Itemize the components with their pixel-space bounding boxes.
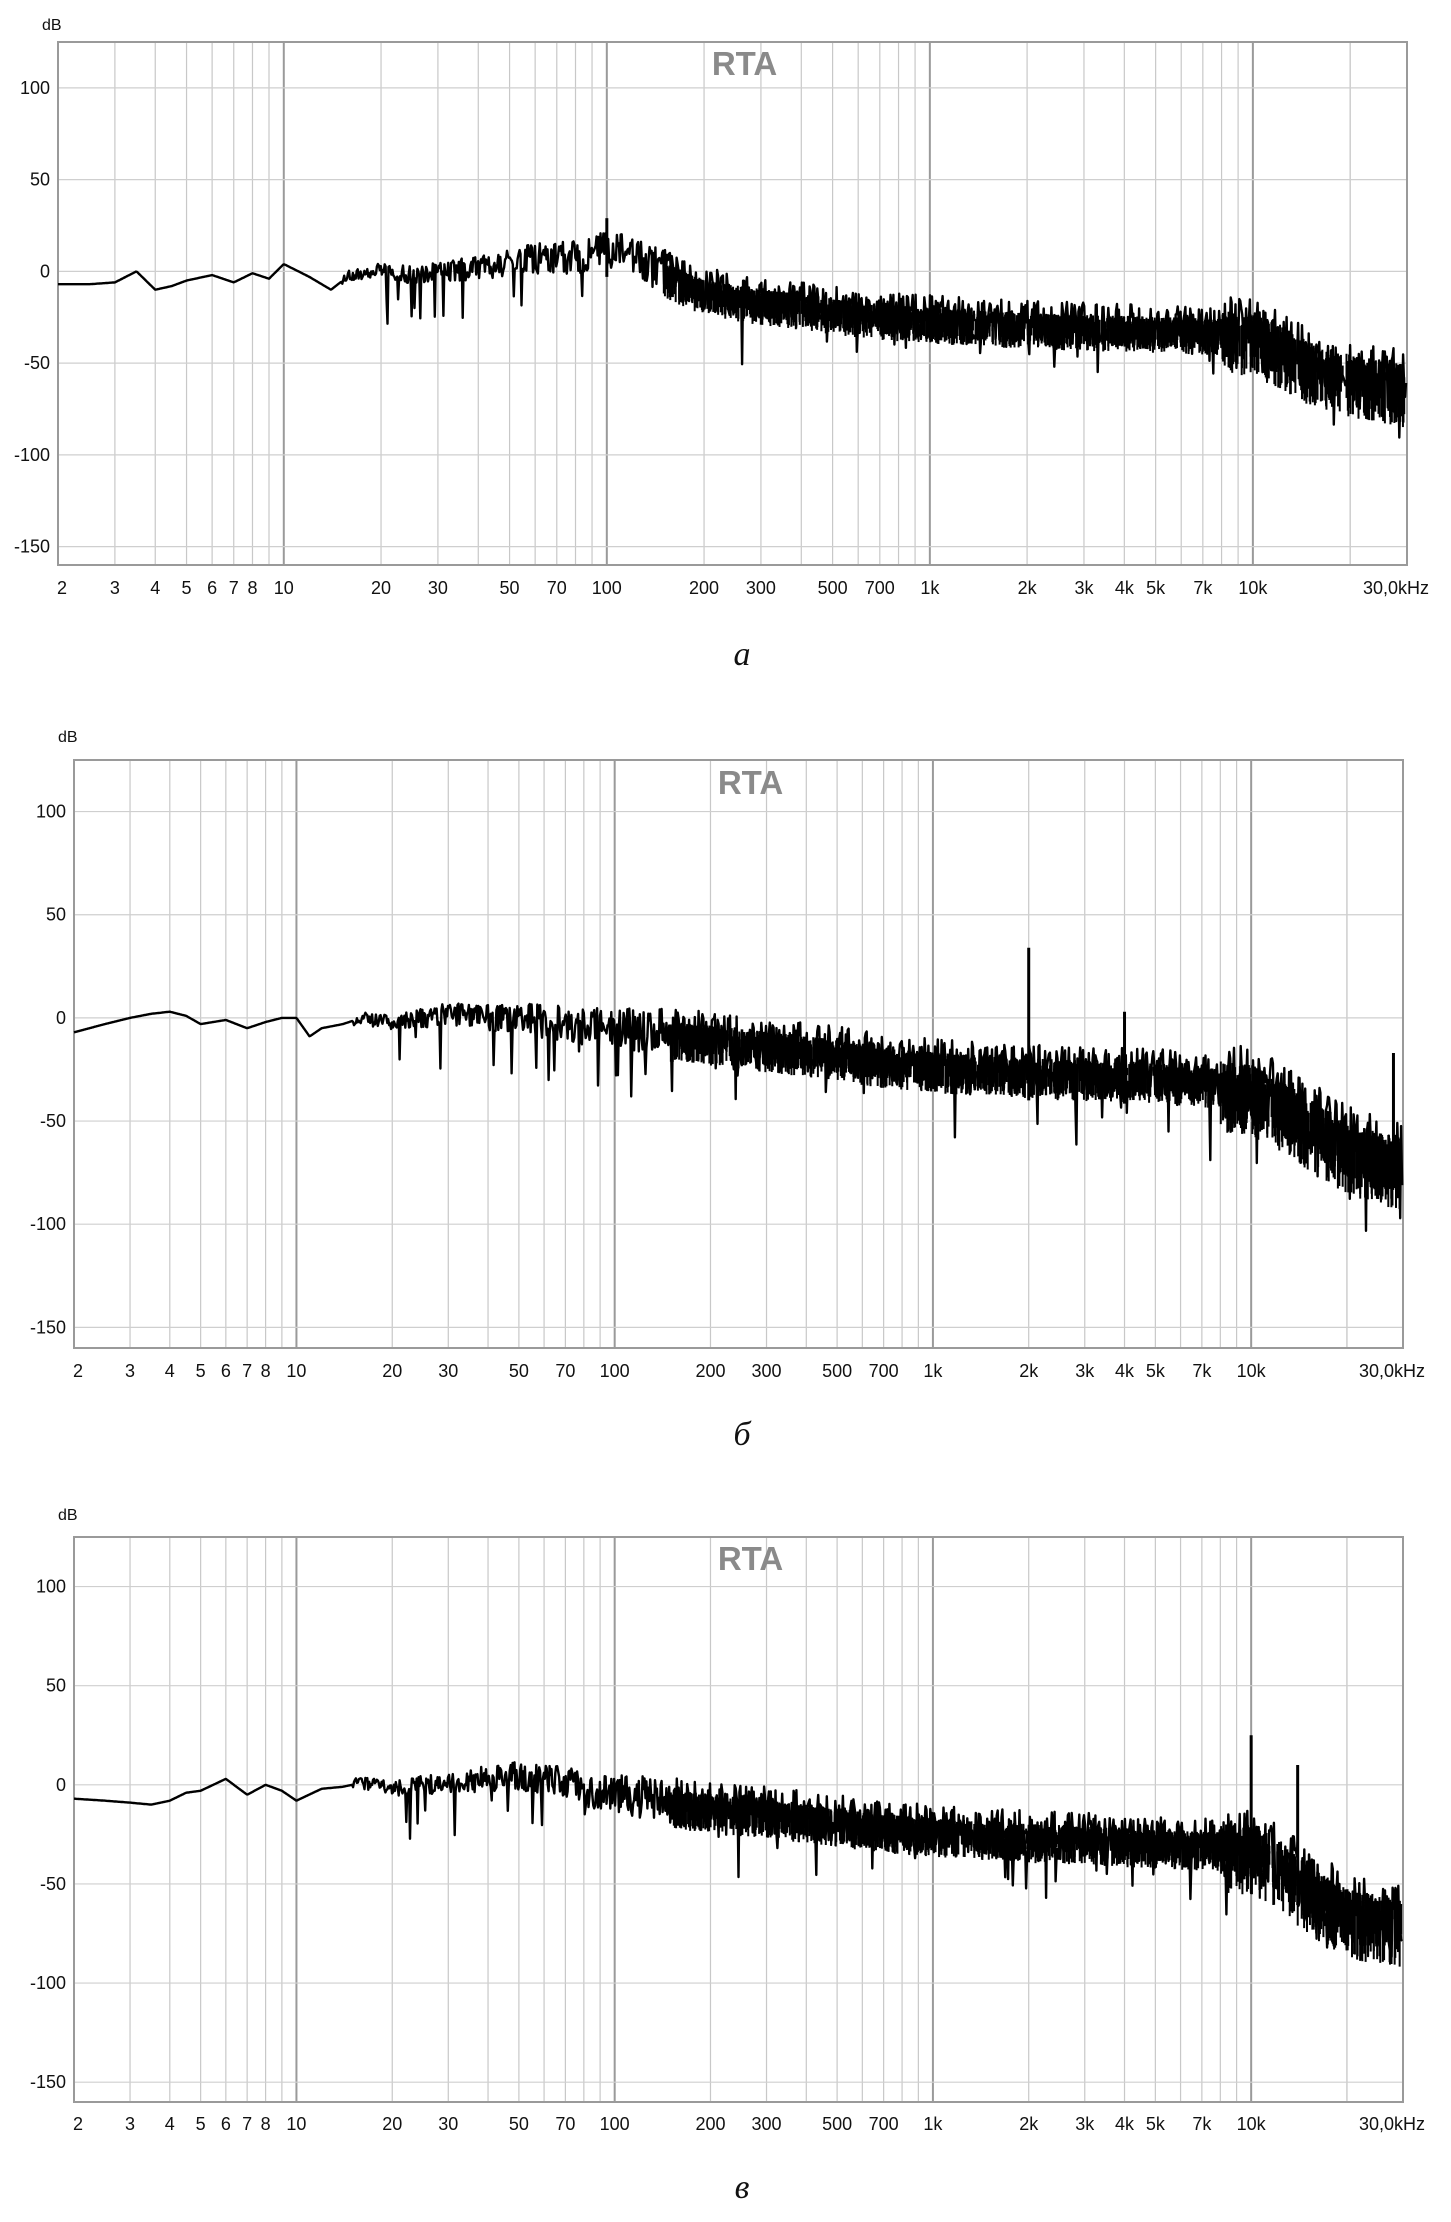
x-tick-label: 500	[818, 578, 848, 598]
x-tick-label: 5	[196, 1361, 206, 1381]
x-tick-label: 2k	[1019, 1361, 1039, 1381]
x-tick-label: 2	[57, 578, 67, 598]
x-tick-label: 100	[592, 578, 622, 598]
x-tick-label: 5	[182, 578, 192, 598]
x-tick-label: 500	[822, 1361, 852, 1381]
x-tick-label: 10	[274, 578, 294, 598]
y-tick-label: 100	[20, 78, 50, 98]
y-tick-label: -150	[14, 537, 50, 557]
x-tick-label: 1k	[923, 1361, 943, 1381]
y-tick-label: 100	[36, 802, 66, 822]
x-tick-label: 5k	[1146, 1361, 1166, 1381]
x-tick-label: 20	[371, 578, 391, 598]
caption-a: а	[734, 636, 751, 673]
spectrum-trace	[73, 1761, 1404, 1958]
x-tick-label: 200	[689, 578, 719, 598]
chart-title-b: RTA	[718, 764, 783, 801]
caption-b: б	[733, 1416, 752, 1453]
x-tick-label: 4k	[1115, 578, 1135, 598]
x-tick-label: 30	[428, 578, 448, 598]
y-tick-label: -150	[30, 1317, 66, 1337]
x-tick-label: 3	[110, 578, 120, 598]
x-tick-label: 20	[382, 1361, 402, 1381]
y-tick-label: 50	[30, 170, 50, 190]
x-tick-label: 4	[165, 1361, 175, 1381]
x-tick-label: 300	[746, 578, 776, 598]
x-tick-label: 50	[509, 1361, 529, 1381]
x-tick-label: 10k	[1237, 1361, 1267, 1381]
x-tick-label: 2	[73, 1361, 83, 1381]
plot-frame	[73, 1536, 1404, 2103]
plot-frame	[73, 759, 1404, 1349]
x-tick-label: 7k	[1192, 1361, 1212, 1381]
y-tick-label: 0	[56, 1008, 66, 1028]
y-tick-label: -50	[40, 1111, 66, 1131]
x-tick-label: 70	[547, 578, 567, 598]
x-tick-label: 8	[261, 1361, 271, 1381]
x-tick-label: 8	[247, 578, 257, 598]
x-tick-label: 50	[500, 578, 520, 598]
marks-a	[57, 218, 1408, 439]
chart-title-a: RTA	[712, 45, 777, 82]
x-tick-label: 10	[286, 1361, 306, 1381]
y-unit-label-a: dB	[42, 17, 62, 34]
x-tick-label: 70	[555, 1361, 575, 1381]
y-tick-label: 50	[46, 905, 66, 925]
x-tick-label: 100	[600, 1361, 630, 1381]
x-tick-label: 300	[751, 1361, 781, 1381]
x-tick-label: 5k	[1146, 578, 1166, 598]
x-tick-label: 200	[695, 1361, 725, 1381]
x-tick-label: 3k	[1074, 578, 1094, 598]
x-tick-label: 6	[221, 1361, 231, 1381]
y-unit-label-b: dB	[58, 729, 78, 746]
x-tick-label: 4k	[1115, 1361, 1135, 1381]
marks-b	[73, 947, 1404, 1232]
x-tick-label: 700	[865, 578, 895, 598]
x-tick-label: 2k	[1018, 578, 1038, 598]
y-tick-label: -100	[14, 445, 50, 465]
x-tick-label: 700	[869, 1361, 899, 1381]
x-tick-label: 3	[125, 1361, 135, 1381]
x-tick-label: 10k	[1238, 578, 1268, 598]
x-tick-label: 30,0kHz	[1359, 1361, 1425, 1381]
x-tick-label: 7	[242, 1361, 252, 1381]
y-tick-label: -50	[24, 353, 50, 373]
y-tick-label: -100	[30, 1214, 66, 1234]
grid-b	[73, 759, 1404, 1349]
x-tick-label: 6	[207, 578, 217, 598]
x-tick-label: 4	[150, 578, 160, 598]
y-tick-label: 0	[40, 261, 50, 281]
marks-c	[73, 1735, 1404, 1967]
x-tick-label: 30,0kHz	[1363, 578, 1429, 598]
x-tick-label: 7	[229, 578, 239, 598]
x-tick-label: 7k	[1193, 578, 1213, 598]
x-tick-label: 30	[438, 1361, 458, 1381]
x-tick-label: 3k	[1075, 1361, 1095, 1381]
plot-frame	[57, 41, 1408, 566]
x-tick-label: 1k	[920, 578, 940, 598]
